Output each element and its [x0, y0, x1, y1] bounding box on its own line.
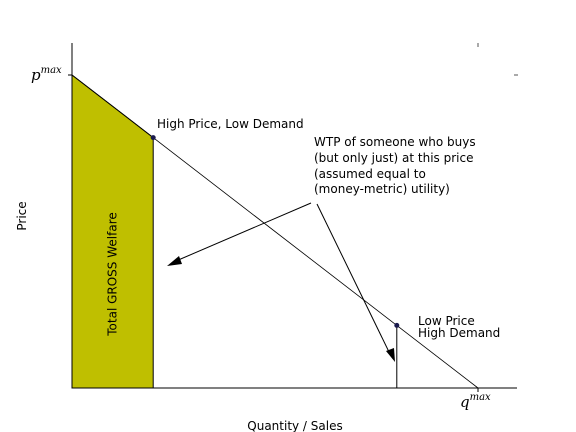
wtp-label-line-2: (but only just) at this price	[314, 151, 473, 165]
high-price-label: High Price, Low Demand	[157, 117, 304, 131]
qmax-label: qmax	[460, 392, 491, 411]
low-price-point	[394, 322, 400, 328]
pmax-label: pmax	[31, 65, 62, 84]
wtp-arrow-left-head	[167, 256, 182, 266]
low-price-label-line-2: High Demand	[418, 326, 500, 340]
y-axis-title: Price	[15, 201, 29, 230]
wtp-label-line-4: (money-metric) utility)	[314, 182, 450, 196]
wtp-arrow-left-shaft	[175, 202, 312, 262]
demand-curve	[71, 74, 479, 389]
welfare-label: Total GROSS Welfare	[106, 212, 120, 336]
wtp-arrow-right-shaft	[316, 203, 391, 355]
x-axis-title: Quantity / Sales	[247, 419, 342, 432]
low-price-label-line-1: Low Price	[418, 314, 475, 328]
high-price-point	[150, 135, 156, 141]
wtp-label-line-1: WTP of someone who buys	[314, 135, 476, 149]
wtp-label-line-3: (assumed equal to	[314, 167, 426, 181]
wtp-arrow-right-head	[386, 348, 395, 362]
